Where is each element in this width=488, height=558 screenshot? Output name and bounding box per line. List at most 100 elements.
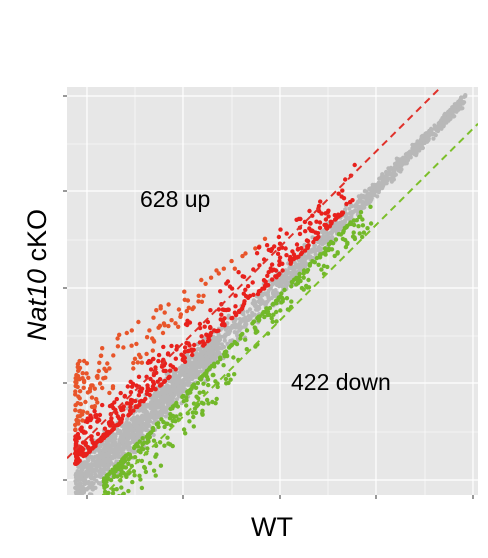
point-unchanged — [98, 474, 103, 480]
point-up — [111, 405, 116, 411]
point-unchanged — [392, 161, 398, 166]
point-unchanged — [198, 347, 203, 352]
point-down — [200, 408, 205, 413]
point-up — [186, 305, 191, 310]
point-up — [219, 312, 224, 317]
point-unchanged — [448, 109, 453, 114]
point-up — [77, 414, 83, 419]
point-up — [73, 383, 79, 389]
point-up — [105, 361, 110, 366]
point-up — [160, 330, 166, 336]
point-up — [270, 277, 275, 282]
point-down — [154, 452, 159, 457]
point-up — [240, 303, 246, 309]
point-up — [291, 252, 297, 257]
point-unchanged — [189, 368, 194, 373]
point-up — [115, 422, 120, 428]
point-down — [238, 336, 243, 341]
point-down — [102, 529, 106, 533]
axis-ticks — [63, 95, 474, 499]
point-down — [358, 214, 363, 219]
point-unchanged — [429, 128, 434, 133]
point-up — [173, 356, 178, 361]
point-up — [129, 384, 135, 389]
point-unchanged — [89, 475, 94, 480]
point-up — [283, 246, 288, 251]
point-down — [161, 419, 166, 425]
point-up — [119, 419, 124, 425]
point-unchanged — [102, 446, 107, 451]
point-down — [361, 230, 367, 235]
point-up — [92, 409, 97, 414]
point-up — [81, 430, 87, 435]
point-unchanged — [217, 336, 222, 341]
point-unchanged — [125, 417, 130, 422]
point-down — [117, 504, 121, 508]
point-up — [222, 316, 227, 321]
point-down — [110, 519, 114, 523]
point-down — [110, 467, 115, 472]
point-up — [265, 273, 270, 278]
point-down — [319, 267, 324, 272]
point-down — [200, 412, 205, 417]
point-up — [80, 371, 85, 376]
point-up — [102, 426, 108, 431]
point-unchanged — [78, 502, 82, 506]
point-unchanged — [74, 502, 78, 506]
point-up — [126, 412, 131, 418]
point-unchanged — [211, 344, 216, 350]
point-up — [159, 382, 164, 387]
point-unchanged — [375, 194, 380, 199]
point-down — [103, 513, 107, 517]
point-unchanged — [291, 268, 296, 273]
point-up — [233, 293, 238, 298]
point-up — [161, 344, 166, 350]
point-unchanged — [333, 221, 339, 226]
point-unchanged — [157, 398, 162, 404]
point-unchanged — [241, 312, 246, 317]
point-up — [339, 212, 345, 217]
point-down — [142, 465, 148, 471]
point-down — [368, 204, 373, 209]
point-up — [85, 410, 90, 415]
point-down — [228, 377, 233, 382]
point-down — [120, 460, 126, 466]
point-unchanged — [139, 413, 145, 418]
point-unchanged — [152, 391, 157, 396]
point-unchanged — [266, 293, 271, 298]
point-unchanged — [126, 447, 131, 452]
point-down — [145, 446, 150, 451]
point-up — [182, 359, 188, 364]
point-unchanged — [89, 463, 94, 468]
point-unchanged — [420, 133, 425, 138]
point-unchanged — [381, 177, 386, 182]
point-up — [243, 287, 248, 292]
point-unchanged — [320, 242, 325, 247]
point-up — [169, 343, 174, 349]
point-unchanged — [362, 205, 367, 210]
point-down — [130, 479, 135, 485]
point-unchanged — [237, 316, 242, 322]
point-down — [226, 372, 231, 378]
point-down — [132, 473, 137, 478]
point-unchanged — [138, 430, 143, 435]
point-up — [275, 251, 281, 256]
point-up — [107, 403, 113, 409]
point-up — [297, 231, 303, 237]
point-unchanged — [298, 257, 303, 262]
point-unchanged — [126, 444, 132, 449]
point-unchanged — [129, 427, 134, 433]
point-unchanged — [178, 370, 183, 375]
point-up — [201, 343, 206, 348]
point-unchanged — [442, 113, 447, 118]
point-unchanged — [90, 487, 95, 492]
point-up — [294, 255, 299, 260]
point-unchanged — [371, 189, 376, 194]
point-down — [326, 242, 332, 247]
point-unchanged — [76, 503, 80, 507]
point-up — [315, 231, 321, 236]
point-up — [150, 348, 155, 353]
point-up — [201, 293, 206, 298]
x-axis-label: WT — [251, 512, 293, 542]
